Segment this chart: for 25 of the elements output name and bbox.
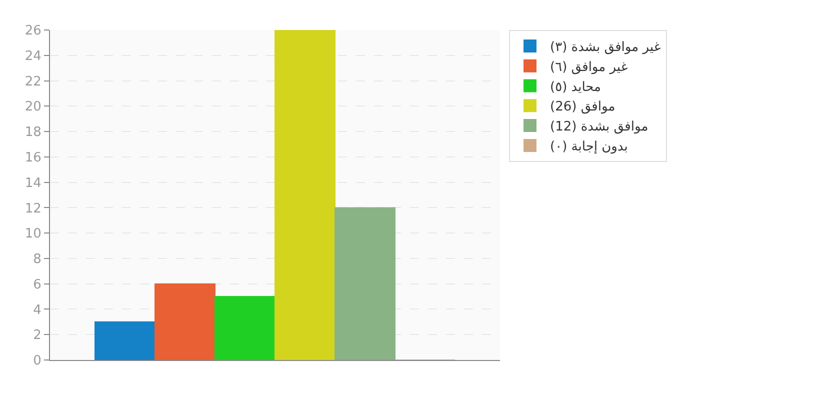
y-tick-label: 4 bbox=[33, 302, 42, 318]
bar bbox=[214, 296, 276, 360]
y-tick-label: 24 bbox=[24, 48, 42, 64]
legend-label: غير موافق (٦) bbox=[550, 60, 628, 75]
y-tick-label: 26 bbox=[24, 24, 42, 39]
legend-label: غير موافق بشدة (٣) bbox=[550, 40, 661, 56]
legend-label: موافق بشدة (12) bbox=[550, 120, 648, 135]
y-tick-label: 22 bbox=[24, 74, 42, 90]
y-tick-label: 6 bbox=[33, 277, 42, 292]
bar bbox=[274, 30, 336, 360]
y-tick-label: 20 bbox=[24, 100, 42, 115]
legend-label: محايد (٥) bbox=[550, 80, 602, 95]
y-tick-label: 14 bbox=[24, 176, 42, 191]
y-tick-label: 0 bbox=[33, 354, 42, 369]
y-tick-label: 2 bbox=[33, 328, 42, 344]
y-tick-label: 10 bbox=[24, 226, 42, 242]
legend-label: موافق (26) bbox=[550, 100, 616, 115]
legend-label: بدون إجابة (٠) bbox=[550, 140, 628, 155]
y-tick-label: 12 bbox=[24, 201, 42, 216]
bar bbox=[154, 283, 216, 360]
y-tick-label: 18 bbox=[24, 125, 42, 140]
bar bbox=[334, 207, 396, 360]
y-tick-label: 16 bbox=[24, 150, 42, 166]
bar bbox=[94, 321, 156, 360]
y-tick-label: 8 bbox=[33, 252, 42, 268]
